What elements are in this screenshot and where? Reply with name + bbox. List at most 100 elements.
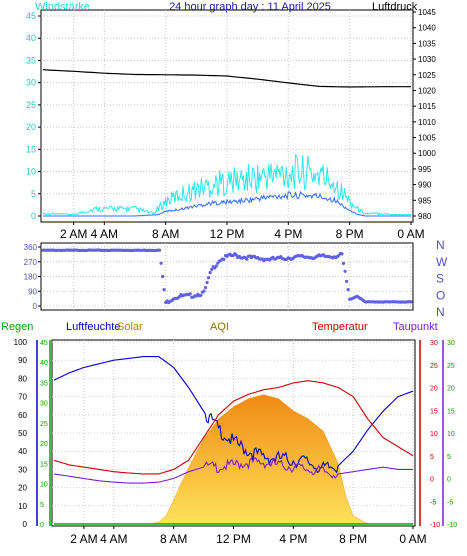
wind-direction-point (188, 292, 192, 296)
pressure-right-tick-label: 1010 (418, 118, 436, 127)
wind-x-tick-label: 0 AM (397, 227, 424, 241)
rain-tick-label: 40 (40, 360, 48, 367)
humidity-tick-label: 80 (18, 374, 27, 383)
rain-tick-label: 10 (40, 482, 48, 489)
rain-tick-label: 5 (40, 502, 44, 509)
temperature-x-axis: 2 AM 4 AM 8 AM 12 PM 4 PM 8 PM 0 AM (70, 526, 427, 546)
pressure-right-tick-label: 1035 (418, 39, 436, 48)
humidity-tick-label: 0 (23, 520, 28, 529)
rain-tick-label: 0 (40, 522, 44, 529)
wind-panel-title: 24 hour graph day : 11 April 2025 (169, 1, 331, 13)
dewpoint-tick-label: -5 (447, 499, 453, 506)
label-temperature: Temperatur (312, 321, 368, 333)
pressure-right-tick-label: 1030 (418, 55, 436, 64)
pressure-right-tick-label: 1005 (418, 134, 436, 143)
dewpoint-tick-label: 20 (447, 386, 455, 393)
temperature-tick-label: -5 (430, 499, 436, 506)
temperature-tick-label: 25 (430, 363, 438, 370)
label-humidity: Luftfeuchte (66, 321, 120, 333)
pressure-right-tick-label: 980 (418, 212, 432, 221)
dewpoint-tick-label: 5 (447, 454, 451, 461)
pressure-y-axis-right: 980 985 990 995 1000 1005 1010 1015 1020 1025 1030… (413, 8, 436, 221)
wind-direction-point (203, 286, 208, 290)
wind-direction-point (245, 257, 249, 261)
wind-x-tick-label: 8 AM (152, 227, 179, 241)
temperature-tick-label: 15 (430, 408, 438, 415)
dewpoint-tick-label: 25 (447, 363, 455, 370)
wind-gridlines (41, 10, 413, 222)
wind-left-tick-label: 40 (26, 33, 36, 43)
wind-direction-point (345, 279, 349, 283)
rain-tick-label: 45 (40, 340, 48, 347)
temperature-series-group (53, 356, 414, 525)
wind-label-left: Windstärke (35, 1, 90, 13)
temperature-axes: 0102030405060708090100051015202530354045… (14, 338, 458, 529)
wind-left-tick-label: 20 (26, 122, 36, 132)
wind-left-tick-label: 30 (26, 78, 36, 88)
direction-left-tick-label: 360 (24, 243, 38, 252)
pressure-right-tick-label: 1020 (418, 86, 436, 95)
wind-x-tick-label: 8 PM (336, 227, 364, 241)
wind-left-tick-label: 15 (26, 144, 36, 154)
wind-x-axis: 2 AM 4 AM 8 AM 12 PM 4 PM 8 PM 0 AM (60, 222, 425, 241)
rain-tick-label: 35 (40, 380, 48, 387)
compass-label: N (436, 238, 445, 252)
wind-direction-point (346, 288, 350, 292)
compass-label: N (436, 305, 445, 319)
humidity-tick-label: 30 (18, 465, 27, 474)
wind-x-tick-label: 4 PM (274, 227, 302, 241)
temp-x-tick-label: 0 AM (399, 532, 426, 546)
pressure-right-tick-label: 1040 (418, 24, 436, 33)
pressure-right-tick-label: 990 (418, 181, 432, 190)
rain-tick-label: 25 (40, 421, 48, 428)
direction-left-tick-label: 180 (24, 273, 38, 282)
wind-x-tick-label: 4 AM (91, 227, 118, 241)
dewpoint-tick-label: 30 (447, 340, 455, 347)
pressure-line (42, 69, 411, 88)
temperature-humidity-panel: Regen Luftfeuchte Solar AQI Temperatur T… (1, 321, 457, 546)
humidity-tick-label: 40 (18, 447, 27, 456)
rain-tick-label: 20 (40, 441, 48, 448)
temperature-tick-label: 20 (430, 386, 438, 393)
pressure-right-tick-label: 1000 (418, 149, 436, 158)
wind-left-tick-label: 35 (26, 55, 36, 65)
wind-direction-point (208, 271, 212, 275)
dewpoint-tick-label: 10 (447, 431, 455, 438)
wind-direction-point (157, 248, 162, 252)
temp-x-tick-label: 8 PM (339, 532, 367, 546)
wind-direction-point (159, 261, 163, 265)
wind-x-tick-label: 12 PM (210, 227, 245, 241)
wind-left-tick-label: 5 (31, 189, 36, 199)
label-dewpoint: Taupunkt (393, 321, 438, 333)
wind-left-tick-label: 45 (26, 11, 36, 21)
temperature-tick-label: 0 (430, 477, 434, 484)
wind-left-tick-label: 10 (26, 167, 36, 177)
pressure-right-tick-label: 1045 (418, 8, 436, 17)
wind-direction-point (340, 252, 344, 256)
humidity-line (53, 356, 414, 474)
pressure-right-tick-label: 1025 (418, 71, 436, 80)
wind-label-right: Luftdruck (372, 1, 418, 13)
direction-gridlines (41, 243, 413, 310)
wind-series-group (42, 69, 412, 217)
compass-label: O (436, 288, 445, 302)
humidity-tick-label: 70 (18, 393, 27, 402)
rain-tick-label: 30 (40, 401, 48, 408)
compass-label: S (436, 272, 444, 286)
dewpoint-tick-label: -10 (447, 522, 457, 529)
rain-tick-label: 15 (40, 461, 48, 468)
temperature-tick-label: 30 (430, 340, 438, 347)
wind-direction-point (343, 269, 347, 273)
temp-x-tick-label: 2 AM (70, 532, 97, 546)
direction-left-tick-label: 270 (24, 258, 38, 267)
humidity-tick-label: 10 (18, 502, 27, 511)
wind-direction-point (222, 257, 226, 261)
temperature-line (53, 380, 414, 475)
direction-left-tick-label: 90 (28, 287, 37, 296)
wind-y-axis-left: 0 5 10 15 20 25 30 35 40 45 (26, 11, 41, 221)
wind-left-tick-label: 25 (26, 100, 36, 110)
wind-pressure-panel: Windstärke 24 hour graph day : 11 April … (26, 1, 436, 241)
